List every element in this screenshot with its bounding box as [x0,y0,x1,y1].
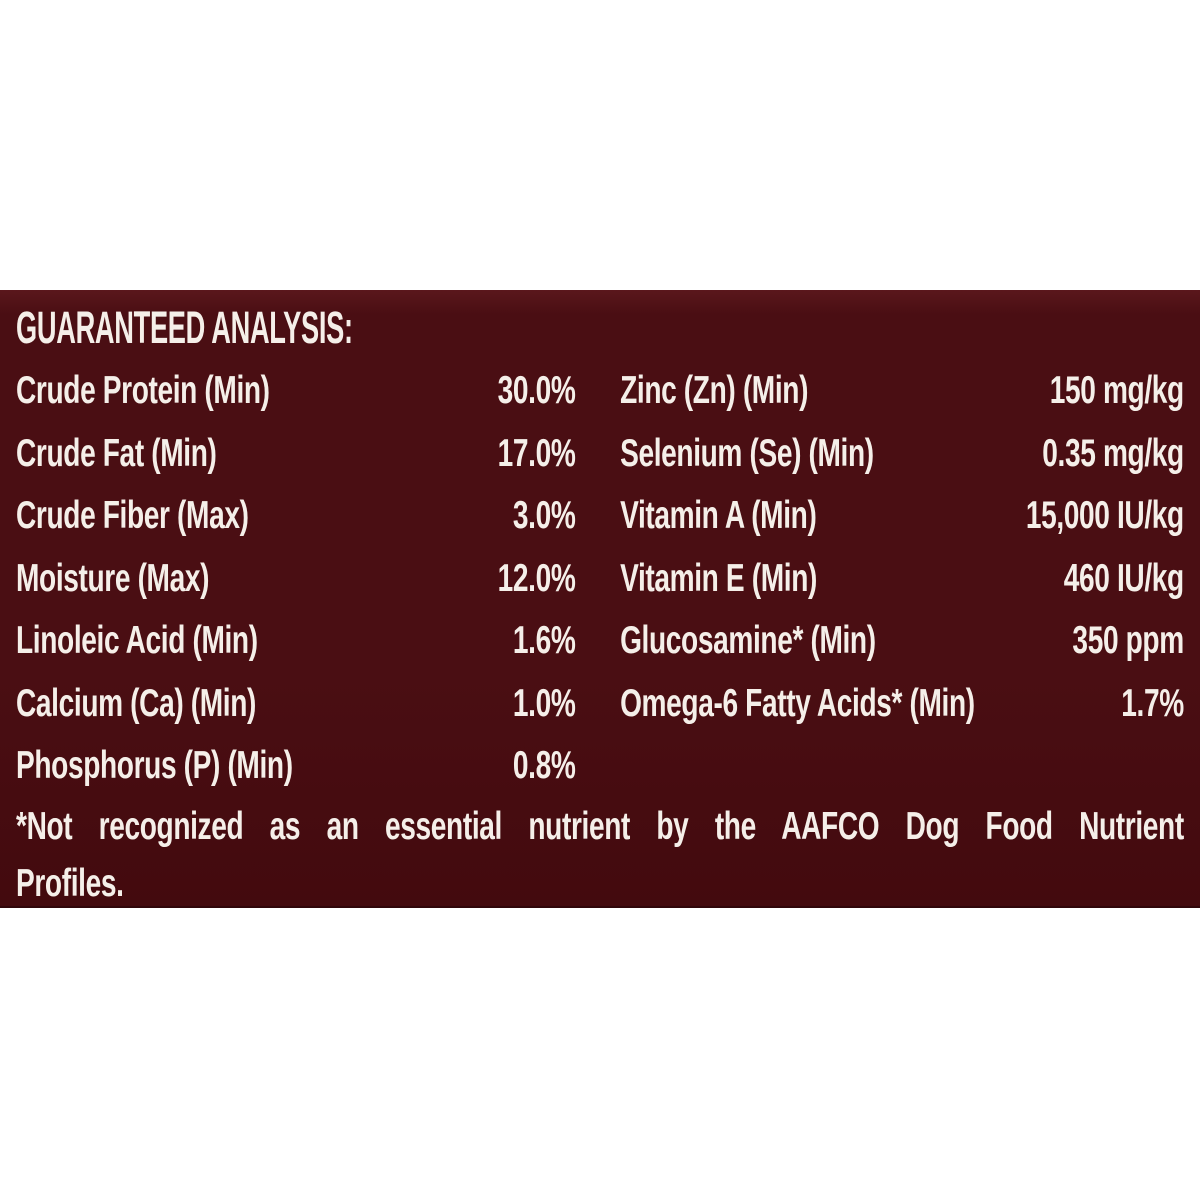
left-column: Crude Protein (Min) 30.0% Crude Fat (Min… [16,360,576,798]
nutrient-row: Selenium (Se) (Min) 0.35 mg/kg [620,423,1184,486]
nutrient-row: Moisture (Max) 12.0% [16,548,576,611]
nutrient-label: Crude Fat (Min) [16,431,217,475]
nutrient-row: Crude Fiber (Max) 3.0% [16,485,576,548]
guaranteed-analysis-panel: GUARANTEED ANALYSIS: Crude Protein (Min)… [0,290,1200,908]
nutrient-label: Linoleic Acid (Min) [16,619,258,662]
nutrient-row: Glucosamine* (Min) 350 ppm [620,610,1184,673]
nutrient-row: Vitamin E (Min) 460 IU/kg [620,548,1184,611]
nutrient-value: 17.0% [497,431,576,475]
nutrient-row: Phosphorus (P) (Min) 0.8% [16,735,576,798]
nutrient-row: Omega-6 Fatty Acids* (Min) 1.7% [620,673,1184,736]
nutrient-label: Crude Fiber (Max) [16,494,249,537]
panel-content: GUARANTEED ANALYSIS: Crude Protein (Min)… [16,302,1184,907]
nutrient-label: Zinc (Zn) (Min) [620,369,809,412]
nutrient-label: Phosphorus (P) (Min) [16,744,293,787]
nutrient-label: Crude Protein (Min) [16,369,270,412]
nutrient-value: 1.0% [512,681,576,725]
nutrient-value: 30.0% [497,369,576,412]
nutrient-row: Crude Fat (Min) 17.0% [16,423,576,486]
nutrient-label: Moisture (Max) [16,556,210,600]
nutrient-value: 460 IU/kg [1063,556,1184,600]
right-column: Zinc (Zn) (Min) 150 mg/kg Selenium (Se) … [620,360,1184,798]
footnote-line-2: Profiles. [16,861,124,905]
nutrient-value: 1.7% [1121,681,1184,725]
nutrient-row: Vitamin A (Min) 15,000 IU/kg [620,485,1184,548]
footnote-line-1: *Not recognized as an essential nutrient… [16,804,1184,848]
footnote: *Not recognized as an essential nutrient… [16,798,1184,907]
nutrient-label: Calcium (Ca) (Min) [16,681,257,725]
nutrient-row: Calcium (Ca) (Min) 1.0% [16,673,576,736]
nutrient-value: 15,000 IU/kg [1025,494,1184,537]
nutrient-value: 350 ppm [1072,619,1184,662]
nutrient-value: 3.0% [512,494,576,537]
nutrient-row: Linoleic Acid (Min) 1.6% [16,610,576,673]
panel-heading: GUARANTEED ANALYSIS: [16,302,353,353]
nutrient-value: 0.8% [512,744,576,787]
nutrient-label: Vitamin A (Min) [620,494,817,537]
nutrient-value: 12.0% [497,556,576,600]
analysis-table: Crude Protein (Min) 30.0% Crude Fat (Min… [16,360,1184,798]
nutrient-value: 150 mg/kg [1049,369,1184,412]
nutrient-row: Crude Protein (Min) 30.0% [16,360,576,423]
nutrient-value: 1.6% [512,619,576,662]
nutrient-value: 0.35 mg/kg [1042,431,1184,475]
nutrient-row: Zinc (Zn) (Min) 150 mg/kg [620,360,1184,423]
nutrient-label: Omega-6 Fatty Acids* (Min) [620,681,975,725]
nutrient-label: Selenium (Se) (Min) [620,431,874,475]
nutrient-label: Glucosamine* (Min) [620,619,876,662]
nutrient-label: Vitamin E (Min) [620,556,817,600]
